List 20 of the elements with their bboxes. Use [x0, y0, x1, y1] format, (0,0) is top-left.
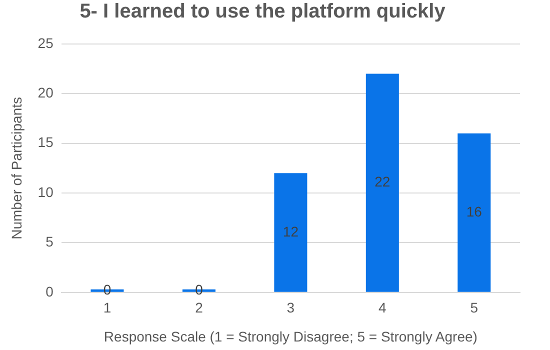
y-tick-label: 5	[46, 234, 54, 250]
x-tick-label: 4	[378, 300, 387, 316]
y-tick-label: 25	[38, 34, 54, 51]
y-axis-title: Number of Participants	[8, 96, 24, 240]
bar	[366, 74, 399, 292]
x-tick-label: 5	[470, 300, 478, 316]
x-tick-label: 2	[195, 300, 204, 316]
y-tick-label: 20	[38, 84, 54, 101]
x-tick-label: 1	[103, 300, 112, 316]
y-tick-label: 10	[38, 184, 54, 200]
y-tick-label: 15	[38, 134, 54, 150]
data-label: 16	[466, 204, 482, 220]
y-tick-label: 0	[46, 283, 54, 300]
x-axis-title: Response Scale (1 = Strongly Disagree; 5 = Strongly Agree)	[104, 328, 478, 344]
data-label: 12	[282, 223, 299, 240]
data-label: 22	[374, 174, 390, 190]
bar	[458, 133, 491, 292]
x-tick-label: 3	[286, 300, 295, 316]
chart-title: 5- I learned to use the platform quickly	[80, 0, 446, 23]
bar	[274, 173, 308, 292]
